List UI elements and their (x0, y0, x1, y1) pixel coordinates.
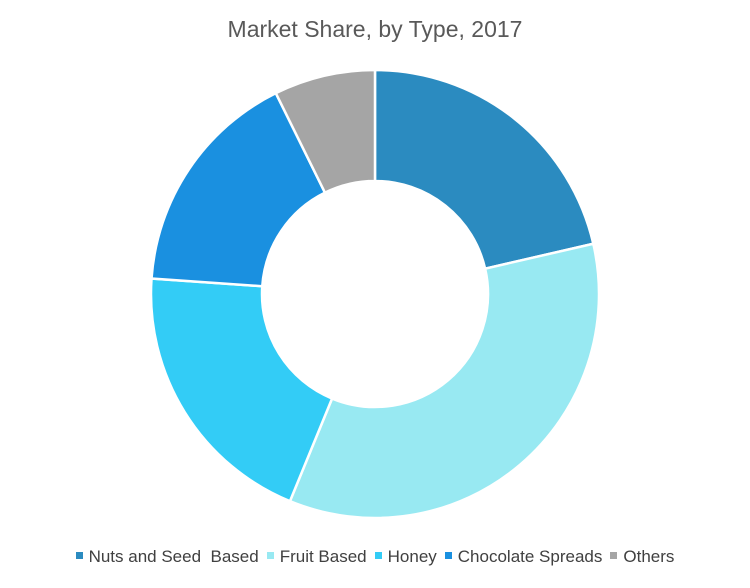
legend-item: Others (610, 547, 674, 567)
legend-label: Honey (387, 547, 437, 566)
legend-item: Fruit Based (266, 547, 367, 567)
legend-swatch (266, 552, 274, 560)
donut-slice-chocolate-spreads (150, 91, 327, 288)
legend-label: Fruit Based (279, 547, 367, 566)
legend-swatch (444, 552, 452, 560)
donut-slice-fruit-based (288, 242, 601, 520)
legend-label: Nuts and Seed Based (88, 547, 259, 566)
legend: Nuts and Seed Based Fruit Based Honey Choco… (0, 547, 750, 567)
legend-item: Nuts and Seed Based (75, 547, 259, 567)
legend-swatch (610, 552, 618, 560)
legend-swatch (75, 552, 83, 560)
legend-item: Honey (374, 547, 437, 567)
legend-label: Chocolate Spreads (457, 547, 603, 566)
chart-title: Market Share, by Type, 2017 (227, 16, 523, 42)
donut-slice-others (274, 68, 377, 195)
donut-slice-nuts-and-seed-based (373, 68, 595, 271)
legend-label: Others (623, 547, 675, 566)
legend-item: Chocolate Spreads (444, 547, 603, 567)
donut-slice-honey (149, 277, 334, 503)
legend-swatch (374, 552, 382, 560)
